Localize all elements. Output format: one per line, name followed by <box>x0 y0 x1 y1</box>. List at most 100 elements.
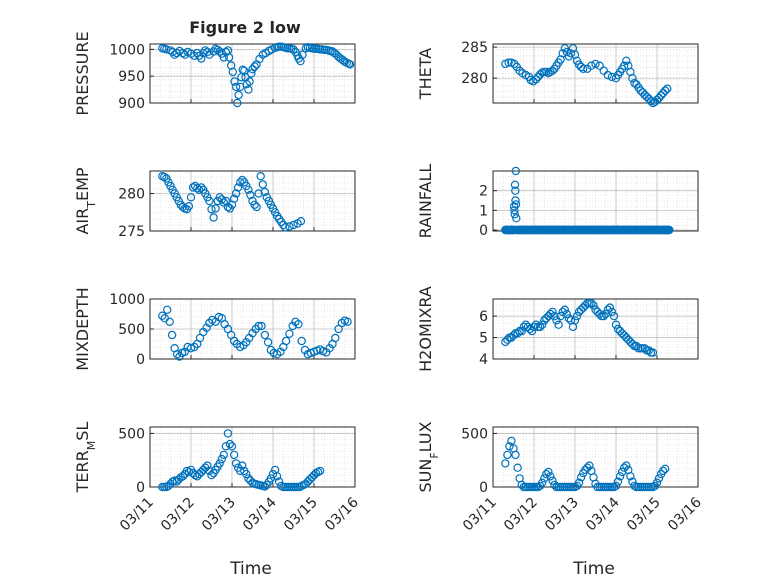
data-point <box>663 84 672 93</box>
data-point <box>233 98 242 108</box>
data-point <box>562 309 572 319</box>
data-point <box>507 436 516 446</box>
y-tick-label: 1000 <box>109 292 145 308</box>
data-point <box>656 91 666 100</box>
data-point <box>263 338 273 347</box>
data-point <box>607 72 617 82</box>
data-point <box>511 450 520 460</box>
data-point <box>197 183 206 192</box>
data-point <box>574 478 584 487</box>
data-point <box>285 222 294 231</box>
data-point <box>599 311 608 321</box>
data-point <box>294 320 303 329</box>
data-point <box>626 472 635 481</box>
data-point <box>566 49 576 58</box>
data-point <box>611 481 621 491</box>
x-tick-label: 03/16 <box>665 494 705 534</box>
x-axis-label-left: Time <box>229 559 272 579</box>
data-point <box>603 70 613 80</box>
y-tick-label: 5 <box>479 331 488 347</box>
x-tick-label: 03/15 <box>624 495 664 535</box>
y-tick-label: 0 <box>479 480 488 496</box>
data-point <box>296 216 306 226</box>
data-point <box>281 223 290 232</box>
data-point <box>628 73 637 83</box>
data-point <box>194 185 204 194</box>
x-tick-label: 03/14 <box>240 494 280 534</box>
y-tick-label: 500 <box>118 426 145 442</box>
subplot-3: 275 280 AIRTEMP <box>73 167 356 240</box>
data-point <box>215 459 224 468</box>
y-tick-label: 280 <box>461 71 488 87</box>
data-point <box>646 96 656 106</box>
y-tick-label: 0 <box>479 223 488 239</box>
y-axis-label: SUNFLUX <box>416 421 441 492</box>
y-axis-label: MIXDEPTH <box>73 287 92 370</box>
data-point <box>665 225 674 235</box>
data-point <box>165 317 174 326</box>
data-point <box>223 429 233 438</box>
data-point <box>510 180 520 189</box>
data-point <box>605 303 615 312</box>
data-point <box>638 88 647 97</box>
data-point <box>247 69 256 78</box>
y-tick-label: 0 <box>136 480 145 496</box>
data-point <box>345 60 355 69</box>
data-point <box>215 193 224 202</box>
data-point <box>244 185 253 194</box>
data-point <box>613 477 623 486</box>
y-axis-label: RAINFALL <box>416 164 435 239</box>
data-point <box>234 90 243 100</box>
y-axis-label: PRESSURE <box>73 31 92 115</box>
data-point <box>285 329 294 338</box>
data-point <box>509 202 519 211</box>
data-point <box>525 324 535 334</box>
x-tick-label: 03/13 <box>199 495 239 535</box>
data-point <box>622 56 631 66</box>
data-point <box>250 200 259 209</box>
data-point <box>652 478 662 487</box>
x-tick-label: 03/11 <box>460 495 500 535</box>
data-point <box>548 307 557 317</box>
data-point <box>554 320 563 329</box>
data-point <box>297 336 306 346</box>
data-point <box>230 77 239 86</box>
data-point <box>289 45 298 54</box>
data-point <box>503 335 512 344</box>
data-point <box>160 172 169 182</box>
data-point <box>205 196 214 206</box>
data-point <box>254 189 263 198</box>
data-point <box>579 64 588 74</box>
data-point <box>207 205 216 214</box>
data-point <box>186 193 196 202</box>
y-axis-label: AIRTEMP <box>73 167 98 234</box>
data-point <box>572 311 582 321</box>
y-axis-label: TERRMSL <box>73 422 98 494</box>
data-point <box>511 196 520 205</box>
data-point <box>589 301 598 310</box>
x-tick-label: 03/11 <box>117 495 157 535</box>
data-point <box>245 77 254 86</box>
data-point <box>611 320 621 329</box>
data-point <box>197 54 206 63</box>
data-point <box>661 86 670 95</box>
data-point <box>192 184 202 193</box>
data-point <box>238 461 247 470</box>
y-tick-label: 285 <box>461 40 488 56</box>
data-point <box>595 61 604 70</box>
data-point <box>615 472 625 481</box>
data-point <box>221 196 231 206</box>
axes-box <box>492 298 699 360</box>
data-point <box>250 62 259 71</box>
data-point <box>252 202 261 212</box>
data-point <box>535 322 545 332</box>
data-point <box>202 323 211 332</box>
data-point <box>538 478 547 487</box>
data-point <box>585 461 594 470</box>
y-tick-label: 900 <box>118 96 145 112</box>
data-point <box>513 329 522 338</box>
data-point <box>258 180 267 189</box>
data-point <box>229 450 239 460</box>
x-axis-label-right: Time <box>572 559 615 579</box>
